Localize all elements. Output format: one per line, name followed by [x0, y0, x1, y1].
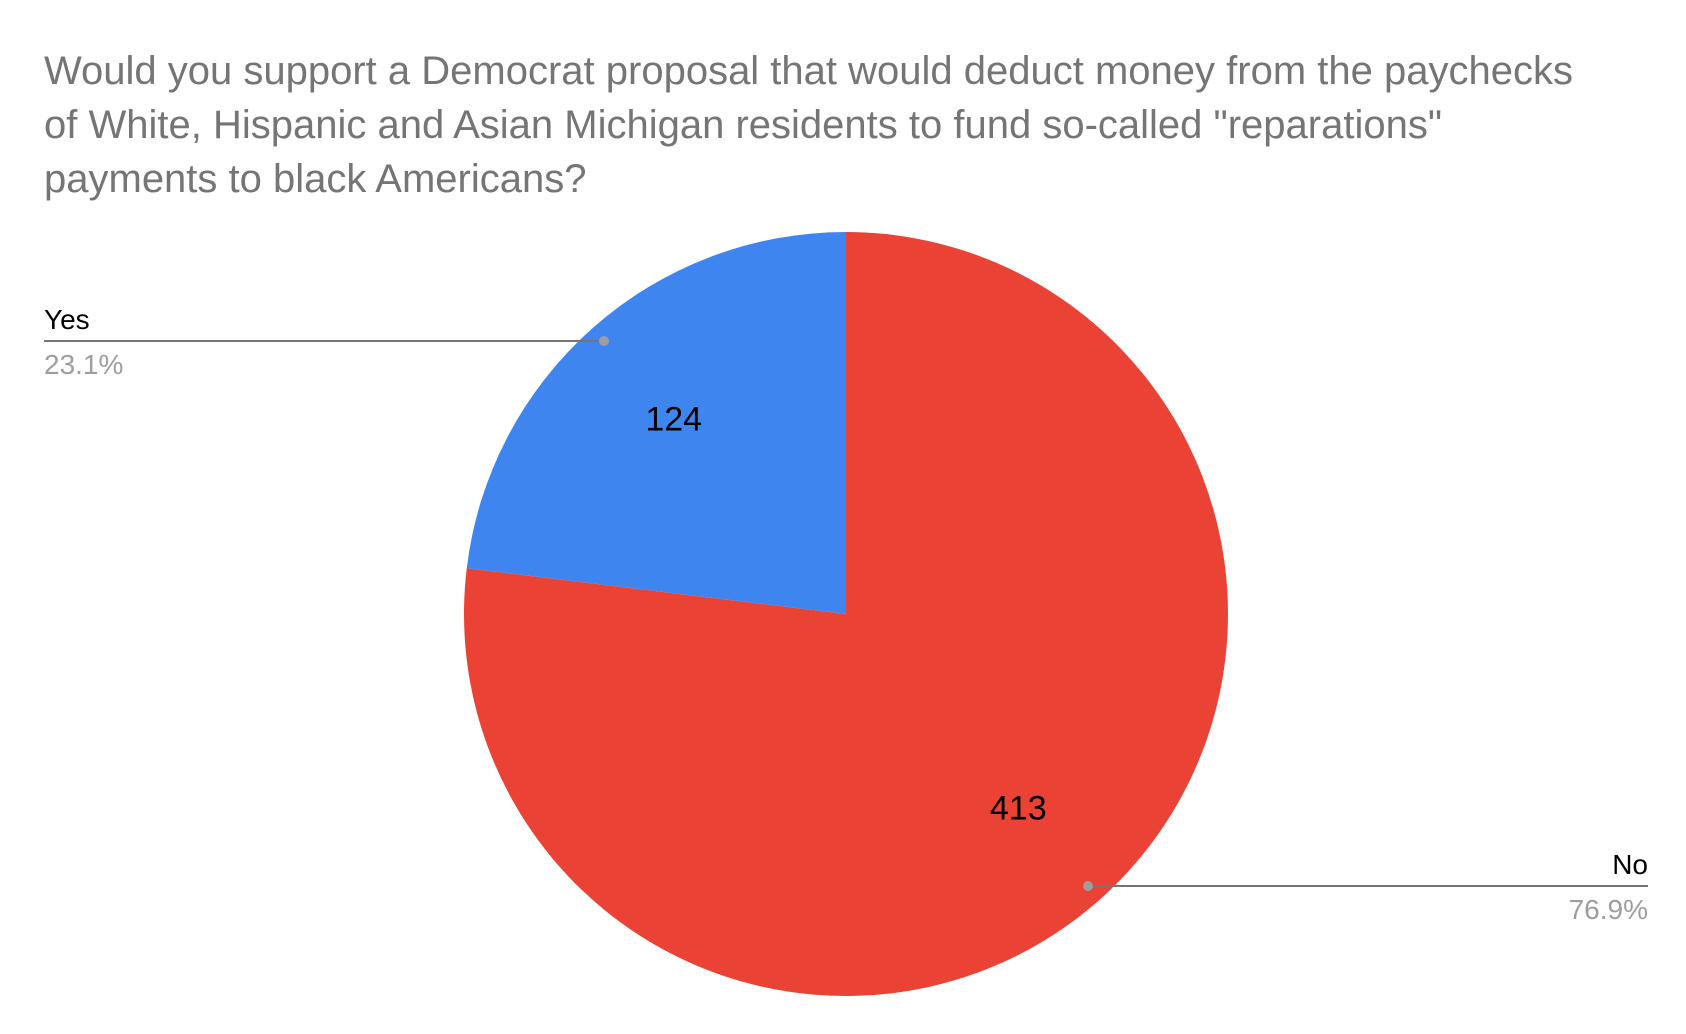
legend-leaders: Yes 23.1% No 76.9% [44, 304, 1648, 925]
value-labels: 124 413 [645, 401, 1046, 828]
no-percent-label: 76.9% [1569, 894, 1648, 925]
chart-title-line-3: payments to black Americans? [44, 157, 587, 201]
pie-slice-yes [466, 231, 846, 614]
no-leader-dot [1083, 881, 1093, 891]
chart-title: Would you support a Democrat proposal th… [44, 44, 1644, 206]
chart-title-line-1: Would you support a Democrat proposal th… [44, 49, 1573, 93]
value-label-yes: 124 [645, 401, 702, 439]
no-category-label: No [1612, 849, 1648, 880]
pie-slice-no [463, 232, 1228, 997]
chart-title-line-2: of White, Hispanic and Asian Michigan re… [44, 103, 1443, 147]
yes-category-label: Yes [44, 304, 90, 335]
yes-percent-label: 23.1% [44, 349, 123, 380]
value-label-no: 413 [990, 789, 1047, 827]
pie-slices [463, 231, 1228, 997]
yes-leader-dot [599, 336, 609, 346]
